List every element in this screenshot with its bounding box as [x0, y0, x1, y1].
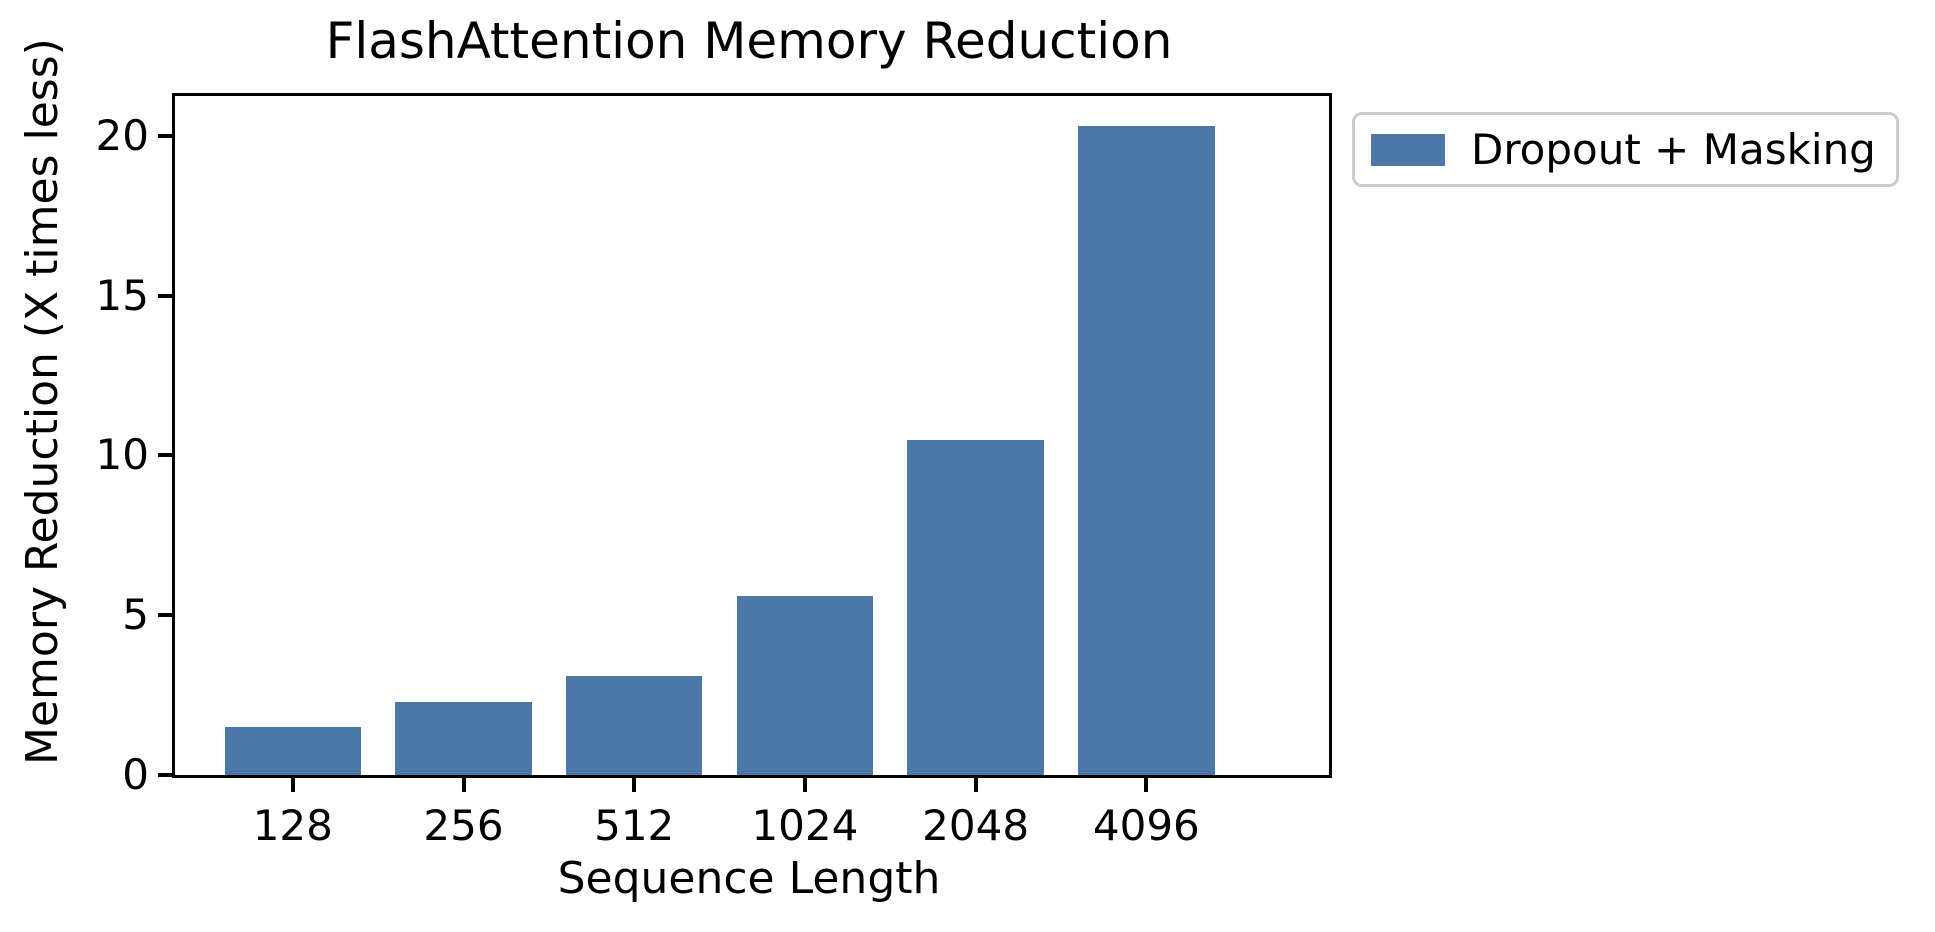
y-tick-mark — [158, 293, 172, 298]
chart-title: FlashAttention Memory Reduction — [325, 12, 1173, 70]
y-tick-mark — [158, 773, 172, 777]
y-tick-mark — [158, 453, 172, 458]
x-tick-label-256: 256 — [423, 801, 504, 850]
x-tick-mark — [1144, 778, 1149, 792]
y-tick-mark — [158, 613, 172, 618]
x-tick-mark — [461, 778, 466, 792]
x-tick-mark — [290, 778, 295, 792]
y-tick-label-5: 5 — [122, 590, 149, 640]
legend-box: Dropout + Masking — [1352, 112, 1899, 187]
x-tick-label-2048: 2048 — [922, 801, 1030, 850]
x-tick-mark — [632, 778, 637, 792]
x-axis-label: Sequence Length — [557, 853, 941, 904]
bar-128 — [224, 727, 362, 775]
legend-series-label: Dropout + Masking — [1471, 124, 1876, 174]
bar-2048 — [907, 439, 1044, 775]
y-tick-label-10: 10 — [95, 430, 149, 480]
bar-1024 — [736, 596, 874, 775]
plot-area: 128 256 512 1024 2048 4096 0 5 10 15 20 — [96, 93, 1332, 847]
legend-swatch-icon — [1371, 133, 1445, 166]
y-tick-mark — [158, 133, 172, 138]
x-tick-mark — [802, 778, 807, 792]
y-tick-label-0: 0 — [122, 750, 149, 799]
bar-512 — [565, 675, 703, 775]
x-tick-label-512: 512 — [594, 801, 675, 850]
y-tick-label-15: 15 — [95, 270, 149, 320]
x-tick-mark — [973, 778, 978, 792]
bar-256 — [395, 701, 532, 775]
x-tick-label-1024: 1024 — [751, 801, 859, 850]
bar-4096 — [1078, 126, 1215, 775]
x-tick-label-4096: 4096 — [1092, 801, 1200, 850]
x-tick-label-128: 128 — [252, 801, 333, 850]
y-tick-label-20: 20 — [95, 110, 149, 160]
y-axis-label: Memory Reduction (X times less) — [17, 38, 68, 765]
